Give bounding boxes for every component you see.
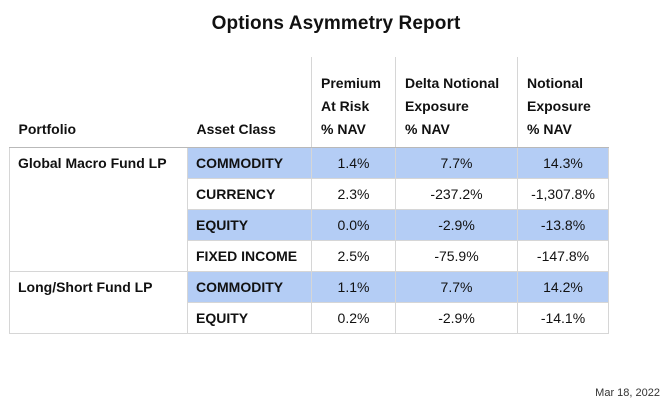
delta-cell: 7.7% (395, 270, 518, 303)
delta-cell: 7.7% (395, 146, 518, 179)
table-row: CURRENCY 2.3% -237.2% -1,307.8% (10, 177, 609, 210)
column-header-premium-line-3: % NAV (321, 120, 366, 137)
notional-cell: -1,307.8% (517, 177, 609, 210)
delta-cell: -237.2% (395, 177, 518, 210)
column-header-premium-at-risk: Premium At Risk % NAV (311, 57, 396, 148)
column-header-notional-line-1: Notional (527, 74, 583, 91)
asset-class-cell: COMMODITY (187, 270, 312, 303)
asset-class-cell: FIXED INCOME (187, 239, 312, 272)
premium-cell: 2.5% (311, 239, 396, 272)
column-header-notional-line-2: Exposure (527, 97, 591, 114)
asset-class-cell: COMMODITY (187, 146, 312, 179)
table-row: Global Macro Fund LP COMMODITY 1.4% 7.7%… (9, 146, 609, 272)
column-header-delta-line-2: Exposure (405, 97, 469, 114)
column-header-notional-line-3: % NAV (527, 120, 572, 137)
column-header-premium-line-2: At Risk (321, 97, 370, 114)
asset-class-cell: EQUITY (187, 301, 312, 334)
column-header-delta-line-1: Delta Notional (405, 74, 500, 91)
column-header-portfolio: Portfolio (9, 57, 188, 148)
portfolio-cell: Long/Short Fund LP (9, 270, 188, 334)
notional-cell: 14.2% (517, 270, 609, 303)
table-row: FIXED INCOME 2.5% -75.9% -147.8% (10, 239, 609, 272)
table-header-row: Portfolio Asset Class Premium At Risk % … (9, 57, 609, 148)
column-header-asset-class: Asset Class (187, 57, 312, 148)
premium-cell: 0.2% (311, 301, 396, 334)
report-date: Mar 18, 2022 (595, 387, 660, 399)
notional-cell: -13.8% (517, 208, 609, 241)
report-title: Options Asymmetry Report (211, 13, 461, 34)
asset-class-cell: CURRENCY (187, 177, 312, 210)
premium-cell: 2.3% (311, 177, 396, 210)
delta-cell: -75.9% (395, 239, 518, 272)
table-row: EQUITY 0.0% -2.9% -13.8% (10, 208, 609, 241)
column-header-notional-exposure: Notional Exposure % NAV (517, 57, 609, 148)
notional-cell: 14.3% (517, 146, 609, 179)
column-header-delta-notional-exposure: Delta Notional Exposure % NAV (395, 57, 518, 148)
table-row: Long/Short Fund LP COMMODITY 1.1% 7.7% 1… (9, 270, 609, 334)
table-row: EQUITY 0.2% -2.9% -14.1% (10, 301, 609, 334)
options-asymmetry-table: Portfolio Asset Class Premium At Risk % … (9, 57, 609, 334)
premium-cell: 0.0% (311, 208, 396, 241)
portfolio-cell: Global Macro Fund LP (9, 146, 188, 272)
premium-cell: 1.4% (311, 146, 396, 179)
asset-class-cell: EQUITY (187, 208, 312, 241)
column-header-premium-line-1: Premium (321, 74, 381, 91)
column-header-delta-line-3: % NAV (405, 120, 450, 137)
notional-cell: -147.8% (517, 239, 609, 272)
notional-cell: -14.1% (517, 301, 609, 334)
premium-cell: 1.1% (311, 270, 396, 303)
delta-cell: -2.9% (395, 208, 518, 241)
delta-cell: -2.9% (395, 301, 518, 334)
